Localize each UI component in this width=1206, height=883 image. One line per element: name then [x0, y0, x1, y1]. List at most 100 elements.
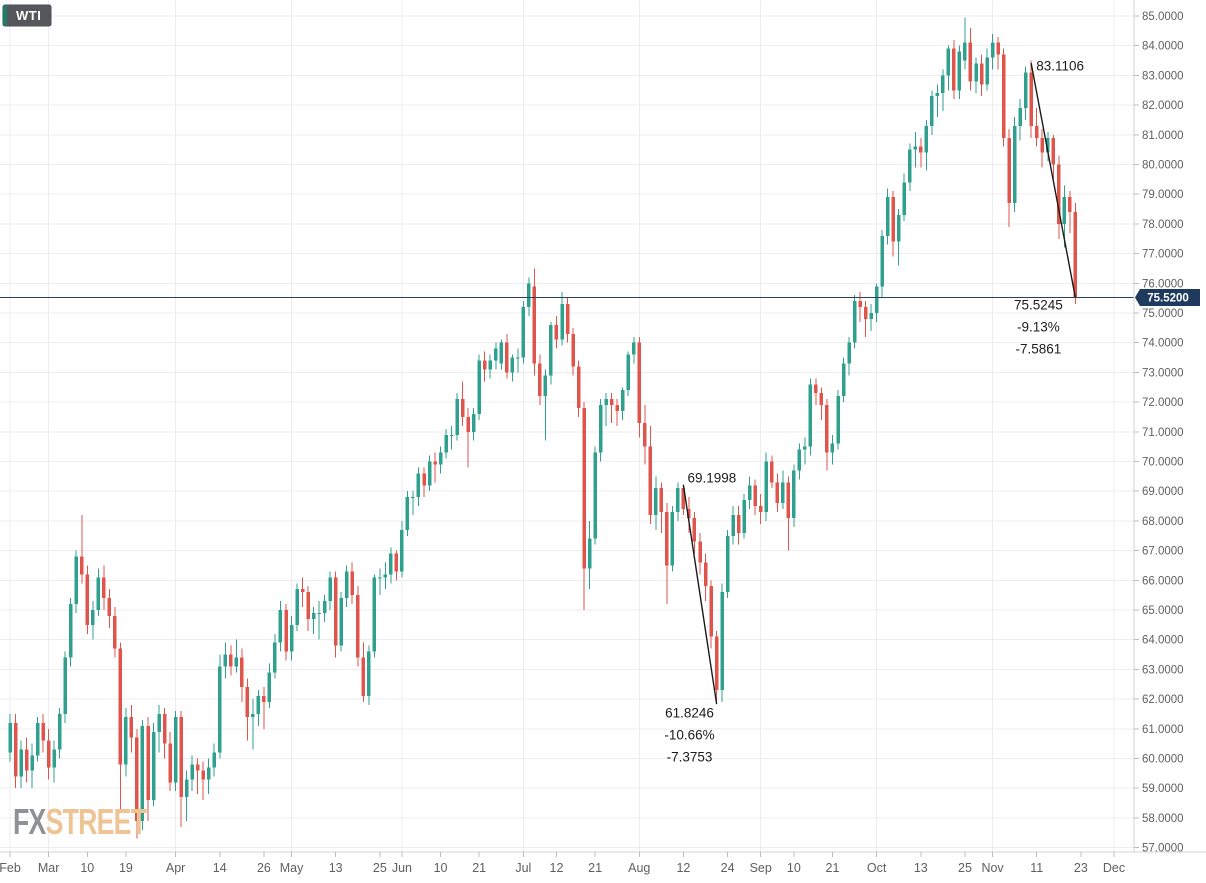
candle[interactable] — [1073, 203, 1078, 305]
candle[interactable] — [643, 405, 647, 465]
candle[interactable] — [394, 550, 399, 581]
candle[interactable] — [731, 506, 735, 545]
candle[interactable] — [615, 399, 619, 426]
candle[interactable] — [91, 601, 95, 640]
candle[interactable] — [206, 758, 211, 795]
candle[interactable] — [444, 428, 448, 459]
candle[interactable] — [289, 615, 294, 661]
candle[interactable] — [703, 553, 708, 602]
candle[interactable] — [317, 601, 321, 640]
candle[interactable] — [781, 470, 785, 510]
candle[interactable] — [267, 663, 272, 709]
candle[interactable] — [118, 642, 123, 812]
candle[interactable] — [593, 446, 597, 545]
candle[interactable] — [151, 722, 156, 807]
candle[interactable] — [1068, 191, 1072, 233]
candle[interactable] — [582, 402, 586, 610]
candle[interactable] — [1057, 155, 1061, 239]
candle[interactable] — [908, 143, 912, 192]
candle[interactable] — [229, 645, 233, 676]
candle[interactable] — [411, 491, 415, 515]
candle[interactable] — [648, 425, 653, 524]
candle[interactable] — [576, 360, 581, 417]
candle[interactable] — [57, 708, 62, 759]
candle[interactable] — [665, 503, 669, 605]
candle[interactable] — [306, 586, 310, 631]
candle[interactable] — [361, 642, 366, 703]
candle[interactable] — [460, 381, 465, 426]
candle[interactable] — [30, 743, 34, 789]
candle[interactable] — [687, 497, 691, 533]
candle[interactable] — [543, 369, 548, 441]
candle[interactable] — [974, 57, 978, 94]
candle[interactable] — [1029, 60, 1033, 138]
candle[interactable] — [1012, 116, 1017, 213]
candle[interactable] — [1051, 134, 1056, 180]
candle[interactable] — [753, 479, 757, 515]
candle[interactable] — [847, 336, 851, 376]
candle[interactable] — [863, 301, 868, 337]
candle[interactable] — [510, 354, 515, 382]
candle[interactable] — [979, 54, 984, 97]
candle[interactable] — [184, 770, 189, 821]
candle[interactable] — [455, 393, 459, 441]
candle[interactable] — [295, 583, 299, 631]
candle[interactable] — [24, 737, 29, 783]
candle[interactable] — [471, 408, 476, 441]
candle[interactable] — [990, 33, 995, 70]
candle[interactable] — [68, 598, 73, 667]
candle[interactable] — [256, 690, 261, 726]
candle[interactable] — [825, 399, 829, 471]
candle[interactable] — [300, 577, 305, 608]
candle[interactable] — [758, 494, 763, 524]
candle[interactable] — [251, 699, 255, 750]
candle[interactable] — [85, 565, 90, 634]
candle[interactable] — [952, 39, 956, 100]
candle[interactable] — [968, 27, 973, 91]
candle[interactable] — [659, 482, 664, 533]
candle[interactable] — [725, 529, 730, 599]
trendline[interactable] — [1030, 62, 1077, 299]
candle[interactable] — [284, 604, 288, 661]
candle[interactable] — [919, 137, 923, 168]
candle[interactable] — [466, 408, 470, 468]
candle[interactable] — [930, 90, 934, 135]
candle[interactable] — [764, 452, 768, 521]
candle[interactable] — [963, 17, 967, 70]
candle[interactable] — [1023, 66, 1028, 120]
candle[interactable] — [935, 84, 940, 117]
candle[interactable] — [494, 342, 498, 370]
candle[interactable] — [521, 301, 526, 364]
candle[interactable] — [698, 532, 702, 575]
candle[interactable] — [505, 333, 509, 379]
candle[interactable] — [604, 393, 608, 426]
candle[interactable] — [946, 45, 951, 91]
candle[interactable] — [626, 351, 630, 397]
candle[interactable] — [538, 354, 542, 406]
candle[interactable] — [571, 327, 575, 376]
candle[interactable] — [333, 571, 338, 658]
candle[interactable] — [1034, 108, 1039, 147]
candle[interactable] — [378, 568, 382, 596]
candle[interactable] — [96, 568, 101, 616]
candle[interactable] — [896, 209, 901, 266]
candle[interactable] — [339, 592, 343, 652]
candle[interactable] — [709, 580, 713, 649]
candle[interactable] — [311, 607, 316, 634]
candle[interactable] — [129, 705, 134, 753]
candle[interactable] — [786, 476, 791, 551]
candle[interactable] — [549, 321, 553, 385]
candle[interactable] — [41, 713, 45, 753]
candle[interactable] — [350, 562, 354, 605]
candle[interactable] — [637, 336, 642, 438]
candle[interactable] — [836, 390, 840, 450]
candle[interactable] — [107, 589, 112, 628]
candle[interactable] — [168, 731, 172, 792]
candle[interactable] — [223, 642, 228, 679]
candle[interactable] — [747, 476, 752, 510]
candle[interactable] — [416, 467, 421, 507]
candle[interactable] — [74, 550, 78, 613]
candle[interactable] — [201, 761, 205, 801]
candle[interactable] — [587, 520, 592, 590]
